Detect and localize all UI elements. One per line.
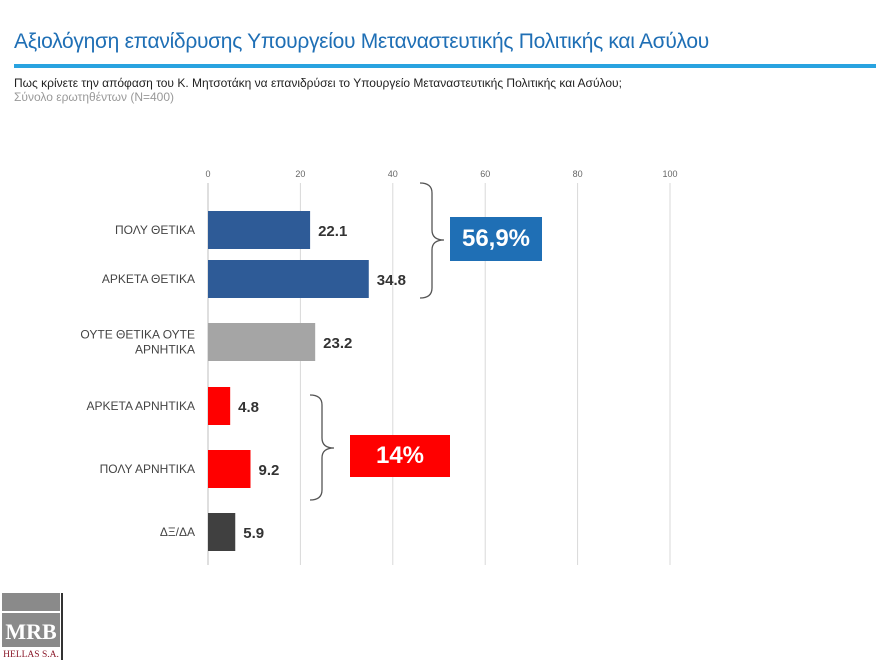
svg-text:HELLAS S.A.: HELLAS S.A. [3, 650, 59, 660]
tick-label: 0 [205, 169, 210, 179]
page-title: Αξιολόγηση επανίδρυσης Υπουργείου Μετανα… [14, 30, 709, 53]
category-label: ΠΟΛΥ ΑΡΝΗΤΙΚΑ [100, 462, 195, 476]
mrb-logo: MRB HELLAS S.A. [2, 593, 63, 660]
category-label: ΟΥΤΕ ΘΕΤΙΚΑ ΟΥΤΕ [80, 328, 195, 342]
data-label: 5.9 [243, 525, 264, 542]
data-label: 4.8 [238, 399, 259, 416]
bar [208, 211, 311, 249]
category-label: ΔΞ/ΔΑ [160, 525, 195, 539]
tick-label: 100 [662, 169, 677, 179]
sample-size: Σύνολο ερωτηθέντων (N=400) [14, 90, 175, 104]
tick-label: 40 [388, 169, 398, 179]
bar [208, 450, 251, 488]
brace-positive [419, 182, 445, 299]
bar [208, 260, 369, 298]
data-label: 9.2 [259, 462, 280, 479]
svg-text:MRB: MRB [5, 619, 57, 644]
data-label: 22.1 [318, 223, 347, 240]
data-label: 23.2 [323, 335, 352, 352]
positive-total-badge: 56,9% [450, 217, 542, 261]
category-label: ΑΡΚΕΤΑ ΘΕΤΙΚΑ [102, 272, 195, 286]
bar [208, 387, 231, 425]
question-text: Πως κρίνετε την απόφαση του Κ. Μητσοτάκη… [14, 76, 622, 90]
data-label: 34.8 [377, 272, 406, 289]
title-divider [14, 64, 876, 68]
category-label: ΠΟΛΥ ΘΕΤΙΚΑ [115, 223, 195, 237]
category-label: ΑΡΚΕΤΑ ΑΡΝΗΤΙΚΑ [87, 399, 195, 413]
brace-negative [309, 394, 335, 501]
bar [208, 323, 316, 361]
negative-total-badge: 14% [350, 435, 450, 477]
bar [208, 513, 236, 551]
tick-label: 80 [573, 169, 583, 179]
category-label: ΑΡΝΗΤΙΚΑ [135, 343, 195, 357]
tick-label: 60 [480, 169, 490, 179]
tick-label: 20 [295, 169, 305, 179]
